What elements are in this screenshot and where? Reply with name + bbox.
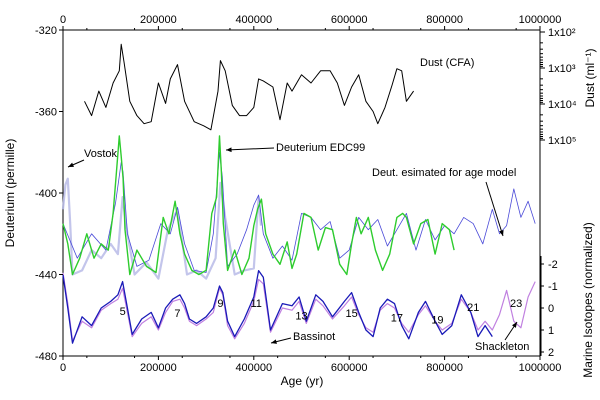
stage-label: 19 <box>431 314 443 326</box>
isotope-tick-label: 2 <box>548 347 554 359</box>
dust-tick-label: 1x10³ <box>548 63 576 75</box>
x-tick-label: 800000 <box>426 362 463 374</box>
stage-label: 17 <box>391 312 403 324</box>
x-top-tick-label: 800000 <box>426 14 463 26</box>
annotation-bassinot: Bassinot <box>293 331 335 343</box>
dust-tick-label: 1x10⁵ <box>548 135 576 147</box>
isotope-axis-title: Marine Isotopes (normalized) <box>581 222 595 377</box>
stage-label: 13 <box>295 310 307 322</box>
isotope-tick-label: -1 <box>548 281 558 293</box>
annotation-deuterium-edc99: Deuterium EDC99 <box>276 142 365 154</box>
isotope-tick-label: -2 <box>548 259 558 271</box>
annotation-shackleton-arrow-head <box>512 322 517 328</box>
y-tick-label: -400 <box>35 188 57 200</box>
series-layer <box>63 44 535 343</box>
y-tick-label: -320 <box>35 25 57 37</box>
x-top-tick-label: 0 <box>60 14 66 26</box>
dust-axis-title: Dust (ml⁻¹) <box>583 49 597 108</box>
x-top-tick-label: 400000 <box>235 14 272 26</box>
series-line-bassinot <box>63 271 492 344</box>
x-axis-title: Age (yr) <box>281 374 324 388</box>
stage-label: 9 <box>217 298 223 310</box>
annotation-edc99-arrow <box>226 148 274 150</box>
dust-axis: 1x10² 1x10³ 1x10⁴ 1x10⁵ <box>540 27 577 147</box>
series-line-dust-cfa <box>85 44 414 130</box>
dust-tick-label: 1x10⁴ <box>548 99 577 111</box>
isotope-tick-label: 0 <box>548 303 554 315</box>
stage-label: 5 <box>120 306 126 318</box>
x-tick-label: 200000 <box>140 362 177 374</box>
stage-label: 11 <box>250 298 261 310</box>
y-tick-label: -480 <box>35 351 57 363</box>
annotation-shackleton: Shackleton <box>475 341 529 353</box>
stage-label: 7 <box>174 308 180 320</box>
x-top-tick-label: 200000 <box>140 14 177 26</box>
stage-label: 21 <box>467 302 479 314</box>
dust-tick-label: 1x10² <box>548 27 576 39</box>
stage-label: 23 <box>510 298 522 310</box>
y-tick-label: -440 <box>35 270 57 282</box>
y-tick-label: -360 <box>35 107 57 119</box>
annotation-deut-estimated: Deut. esimated for age model <box>372 167 516 179</box>
x-tick-label: 400000 <box>235 362 272 374</box>
annotation-vostok: Vostok <box>84 148 118 160</box>
stage-label: 15 <box>345 308 357 320</box>
x-tick-label: 0 <box>60 362 66 374</box>
y-axis-title: Deuterium (permille) <box>3 139 17 248</box>
annotation-edc99-arrow-head <box>226 147 232 152</box>
annotation-dust-cfa: Dust (CFA) <box>420 57 474 69</box>
annotation-estimated-arrow <box>486 182 503 236</box>
x-tick-label: 600000 <box>331 362 368 374</box>
x-top-tick-label: 600000 <box>331 14 368 26</box>
x-top-tick-label: 1000000 <box>519 14 562 26</box>
isotope-tick-label: 1 <box>548 325 554 337</box>
x-tick-label: 1000000 <box>519 362 562 374</box>
deuterium-dust-isotope-chart: 0 200000 400000 600000 800000 1000000 0 200000 4… <box>0 0 600 400</box>
annotation-layer: Dust (CFA) Vostok Deuterium EDC99 Deut. esi… <box>68 57 529 353</box>
